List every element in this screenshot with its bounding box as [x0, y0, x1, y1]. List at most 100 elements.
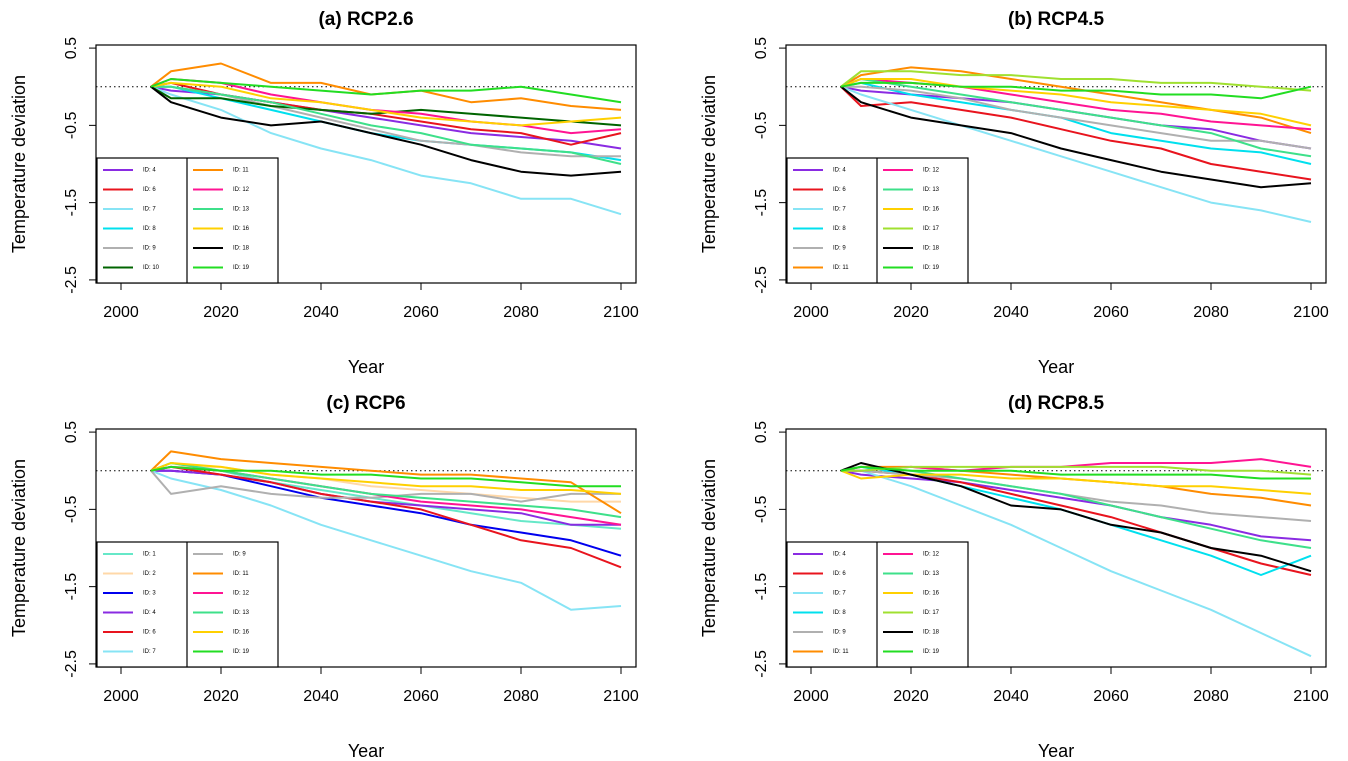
series-line	[840, 70, 1312, 92]
legend-label: ID: 13	[233, 207, 250, 213]
plot-frame	[785, 44, 1327, 284]
x-tick-label: 2020	[203, 688, 239, 705]
x-tick-label: 2040	[993, 304, 1029, 321]
series-line	[840, 85, 1312, 189]
legend-label: ID: 7	[143, 649, 156, 655]
series-line	[150, 85, 622, 127]
y-tick-label: -2.5	[753, 650, 770, 678]
series-line	[150, 462, 622, 495]
x-tick-label: 2000	[793, 304, 829, 321]
x-tick-label: 2000	[103, 304, 139, 321]
x-tick-label: 2080	[503, 304, 539, 321]
x-tick-label: 2100	[603, 688, 639, 705]
legend-label: ID: 4	[833, 168, 846, 174]
legend-label: ID: 12	[233, 591, 250, 597]
series-line	[840, 469, 1312, 495]
y-tick-label: -0.5	[753, 495, 770, 523]
series-line	[841, 469, 1312, 658]
legend-label: ID: 16	[923, 591, 940, 597]
x-axis-label: Year	[1038, 357, 1074, 377]
legend-label: ID: 6	[143, 630, 156, 636]
y-tick-label: -1.5	[63, 573, 80, 601]
x-tick-label: 2100	[603, 304, 639, 321]
x-tick-label: 2060	[403, 688, 439, 705]
y-axis-label: Temperature deviation	[699, 75, 719, 253]
series-line	[151, 85, 621, 158]
legend-label: ID: 9	[143, 246, 156, 252]
legend-label: ID: 18	[923, 630, 940, 636]
legend-label: ID: 12	[923, 168, 940, 174]
legend-label: ID: 11	[833, 265, 849, 271]
x-tick-label: 2100	[1293, 688, 1329, 705]
x-tick-label: 2020	[893, 688, 929, 705]
series-line	[841, 85, 1312, 150]
legend-label: ID: 7	[833, 591, 846, 597]
x-axis-label: Year	[348, 741, 384, 761]
legend-label: ID: 1	[143, 552, 156, 558]
plot-frame	[785, 428, 1327, 668]
legend-label: ID: 19	[923, 265, 940, 271]
legend-label: ID: 3	[143, 591, 156, 597]
series-line	[150, 469, 622, 611]
series-line	[150, 462, 622, 519]
legend-label: ID: 9	[833, 630, 846, 636]
chart-title: (c) RCP6	[326, 393, 405, 414]
series-line	[150, 85, 622, 150]
series-line	[840, 469, 1312, 542]
y-tick-label: -2.5	[753, 266, 770, 294]
x-tick-label: 2040	[303, 688, 339, 705]
y-tick-label: -1.5	[63, 189, 80, 217]
legend-label: ID: 17	[923, 226, 940, 232]
y-tick-label: -1.5	[753, 573, 770, 601]
y-tick-label: 0.5	[753, 421, 770, 443]
legend-label: ID: 9	[233, 552, 246, 558]
x-axis-label: Year	[1038, 741, 1074, 761]
legend-label: ID: 11	[833, 649, 849, 655]
series-line	[150, 470, 621, 503]
legend-label: ID: 16	[233, 630, 250, 636]
series-line	[840, 78, 1312, 127]
legend-label: ID: 6	[143, 187, 156, 193]
x-tick-label: 2060	[403, 304, 439, 321]
legend-label: ID: 4	[833, 552, 846, 558]
x-tick-label: 2060	[1093, 688, 1129, 705]
plot-frame	[95, 44, 637, 284]
y-tick-label: -2.5	[63, 266, 80, 294]
series-line	[150, 450, 622, 515]
y-tick-label: -0.5	[63, 111, 80, 139]
plot-frame	[95, 428, 637, 668]
series-line	[840, 465, 1311, 480]
chart-title: (b) RCP4.5	[1008, 9, 1105, 30]
chart-title: (a) RCP2.6	[318, 9, 413, 30]
series-line	[840, 85, 1312, 223]
series-line	[150, 78, 622, 104]
x-tick-label: 2060	[1093, 304, 1129, 321]
series-line	[150, 81, 622, 127]
legend-label: ID: 4	[143, 168, 156, 174]
series-line	[150, 85, 622, 216]
legend-label: ID: 4	[143, 610, 156, 616]
x-tick-label: 2080	[503, 688, 539, 705]
series-line	[840, 78, 1312, 158]
legend-label: ID: 10	[143, 265, 160, 271]
legend-label: ID: 11	[233, 168, 249, 174]
x-tick-label: 2080	[1193, 688, 1229, 705]
y-axis-label: Temperature deviation	[9, 75, 29, 253]
legend-label: ID: 11	[233, 571, 249, 577]
y-axis-label: Temperature deviation	[9, 459, 29, 637]
x-tick-label: 2040	[993, 688, 1029, 705]
series-line	[840, 85, 1312, 181]
legend-label: ID: 19	[233, 265, 250, 271]
series-line	[150, 465, 621, 488]
x-tick-label: 2100	[1293, 304, 1329, 321]
y-axis-label: Temperature deviation	[699, 459, 719, 637]
series-line	[840, 78, 1312, 131]
y-tick-label: -0.5	[753, 111, 770, 139]
legend-label: ID: 8	[833, 610, 846, 616]
legend-label: ID: 7	[143, 207, 156, 213]
legend-label: ID: 9	[833, 246, 846, 252]
legend-label: ID: 8	[833, 226, 846, 232]
series-line	[151, 85, 622, 165]
x-tick-label: 2080	[1193, 304, 1229, 321]
